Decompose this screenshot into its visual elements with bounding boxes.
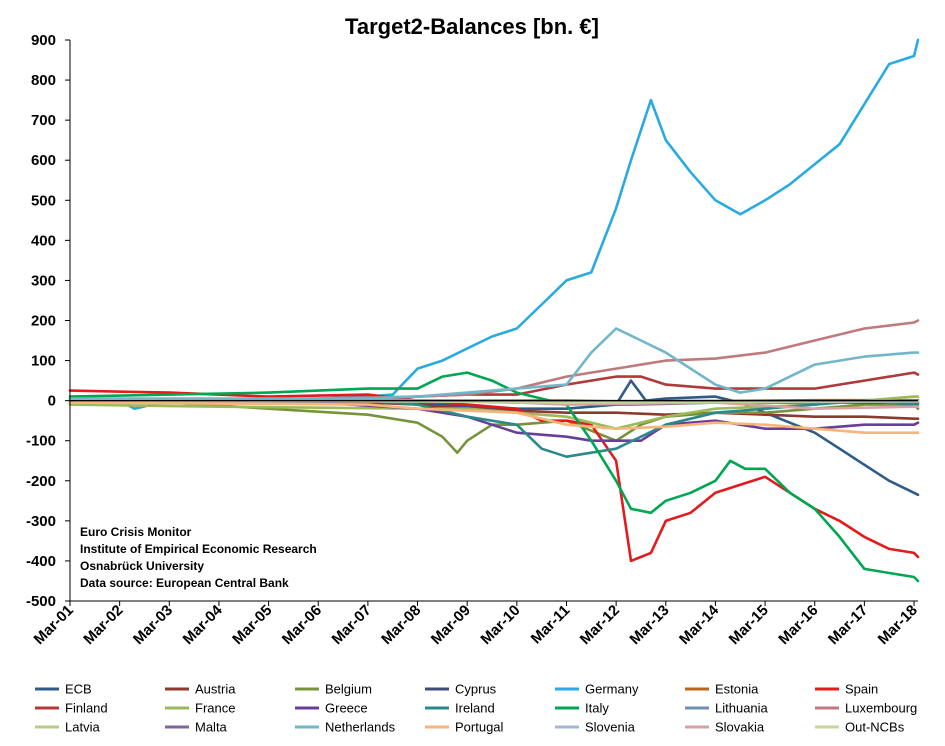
legend-label: France — [195, 701, 235, 716]
legend-item-netherlands: Netherlands — [295, 720, 396, 735]
legend: ECB Austria Belgium Cyprus Germany Estonia Spa… — [35, 682, 917, 735]
legend-label: Netherlands — [325, 720, 396, 735]
legend-label: Slovakia — [715, 720, 765, 735]
legend-label: ECB — [65, 682, 92, 697]
x-tick-label: Mar-13 — [626, 602, 672, 648]
legend-item-out-ncbs: Out-NCBs — [815, 720, 905, 735]
legend-item-slovakia: Slovakia — [685, 720, 765, 735]
x-tick-label: Mar-07 — [329, 602, 375, 648]
legend-label: Latvia — [65, 720, 100, 735]
y-tick-label: -300 — [26, 513, 56, 530]
y-tick-label: 800 — [31, 72, 56, 89]
legend-label: Spain — [845, 682, 878, 697]
x-tick-label: Mar-15 — [726, 602, 772, 648]
y-tick-label: 200 — [31, 313, 56, 330]
legend-label: Italy — [585, 701, 609, 716]
annotation-line: Data source: European Central Bank — [80, 576, 289, 590]
x-tick-label: Mar-06 — [279, 602, 325, 648]
legend-label: Slovenia — [585, 720, 636, 735]
legend-item-luxembourg: Luxembourg — [815, 701, 917, 716]
legend-label: Portugal — [455, 720, 504, 735]
y-tick-label: 100 — [31, 353, 56, 370]
x-tick-label: Mar-03 — [130, 602, 176, 648]
series-line-germany — [68, 38, 920, 411]
annotation-line: Euro Crisis Monitor — [80, 525, 192, 539]
legend-item-ecb: ECB — [35, 682, 92, 697]
series-line-austria — [68, 401, 920, 421]
legend-item-portugal: Portugal — [425, 720, 504, 735]
series-line-portugal — [68, 401, 920, 435]
legend-item-ireland: Ireland — [425, 701, 495, 716]
legend-item-estonia: Estonia — [685, 682, 759, 697]
series-line-netherlands — [68, 327, 920, 400]
x-tick-label: Mar-18 — [875, 602, 921, 648]
series-line-italy — [68, 371, 920, 583]
x-tick-label: Mar-11 — [528, 602, 574, 648]
legend-label: Ireland — [455, 701, 495, 716]
x-tick-label: Mar-09 — [428, 602, 474, 648]
legend-label: Estonia — [715, 682, 759, 697]
x-tick-label: Mar-16 — [775, 602, 821, 648]
x-tick-label: Mar-04 — [180, 601, 227, 648]
y-tick-label: 0 — [48, 393, 56, 410]
legend-label: Greece — [325, 701, 368, 716]
legend-item-germany: Germany — [555, 682, 639, 697]
series-line-ecb — [68, 379, 920, 497]
y-tick-label: 300 — [31, 272, 56, 289]
x-tick-label: Mar-12 — [577, 602, 623, 648]
legend-label: Out-NCBs — [845, 720, 905, 735]
x-tick-label: Mar-08 — [378, 602, 424, 648]
y-tick-label: -400 — [26, 553, 56, 570]
annotation-line: Osnabrück University — [80, 559, 204, 573]
legend-label: Malta — [195, 720, 228, 735]
y-tick-label: 700 — [31, 112, 56, 129]
legend-label: Cyprus — [455, 682, 497, 697]
annotation-line: Institute of Empirical Economic Research — [80, 542, 317, 556]
legend-item-france: France — [165, 701, 235, 716]
legend-item-spain: Spain — [815, 682, 878, 697]
legend-label: Austria — [195, 682, 236, 697]
series-line-ireland — [68, 399, 920, 459]
legend-label: Belgium — [325, 682, 372, 697]
legend-item-finland: Finland — [35, 701, 108, 716]
y-tick-label: 500 — [31, 192, 56, 209]
source-annotation: Euro Crisis Monitor Institute of Empiric… — [80, 525, 317, 590]
legend-item-malta: Malta — [165, 720, 228, 735]
legend-label: Lithuania — [715, 701, 769, 716]
y-tick-label: -200 — [26, 473, 56, 490]
x-tick-label: Mar-05 — [229, 602, 275, 648]
plot-series — [68, 38, 920, 583]
x-tick-label: Mar-14 — [676, 601, 723, 648]
legend-item-lithuania: Lithuania — [685, 701, 769, 716]
legend-item-cyprus: Cyprus — [425, 682, 497, 697]
y-tick-label: 900 — [31, 32, 56, 49]
legend-label: Finland — [65, 701, 108, 716]
legend-item-belgium: Belgium — [295, 682, 372, 697]
y-tick-label: 400 — [31, 232, 56, 249]
x-tick-label: Mar-17 — [825, 602, 871, 648]
legend-label: Luxembourg — [845, 701, 917, 716]
legend-item-italy: Italy — [555, 701, 609, 716]
legend-label: Germany — [585, 682, 639, 697]
chart-title: Target2-Balances [bn. €] — [345, 14, 599, 39]
y-tick-label: -100 — [26, 433, 56, 450]
x-tick-label: Mar-02 — [80, 602, 126, 648]
series-line-greece — [68, 399, 920, 443]
legend-item-austria: Austria — [165, 682, 236, 697]
y-tick-label: -500 — [26, 593, 56, 610]
legend-item-greece: Greece — [295, 701, 368, 716]
x-tick-label: Mar-10 — [477, 602, 523, 648]
legend-item-slovenia: Slovenia — [555, 720, 636, 735]
y-tick-label: 600 — [31, 152, 56, 169]
legend-item-latvia: Latvia — [35, 720, 100, 735]
